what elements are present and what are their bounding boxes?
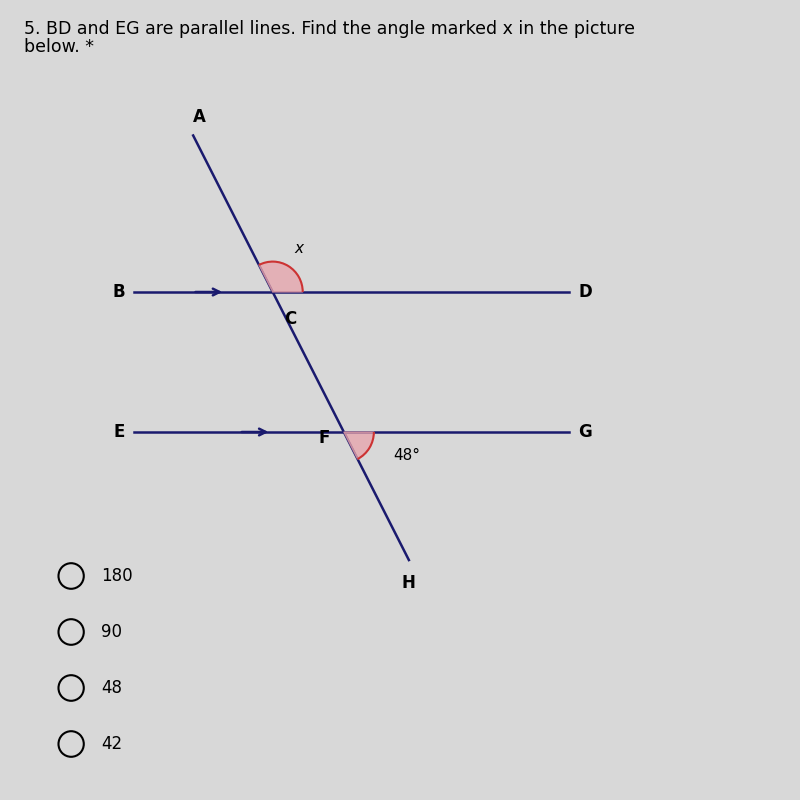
Polygon shape (259, 262, 302, 292)
Text: H: H (402, 574, 416, 593)
Text: x: x (294, 242, 303, 257)
Text: B: B (112, 283, 125, 301)
Text: 5. BD and EG are parallel lines. Find the angle marked x in the picture: 5. BD and EG are parallel lines. Find th… (24, 20, 634, 38)
Text: 180: 180 (101, 567, 133, 585)
Text: A: A (193, 108, 206, 126)
Text: E: E (114, 423, 125, 441)
Text: 48: 48 (101, 679, 122, 697)
Polygon shape (344, 432, 374, 459)
Text: 48°: 48° (394, 448, 421, 463)
Text: F: F (318, 430, 330, 447)
Text: C: C (285, 310, 297, 328)
Text: D: D (578, 283, 592, 301)
Text: 42: 42 (101, 735, 122, 753)
Text: 90: 90 (101, 623, 122, 641)
Text: G: G (578, 423, 592, 441)
Text: below. *: below. * (24, 38, 94, 57)
